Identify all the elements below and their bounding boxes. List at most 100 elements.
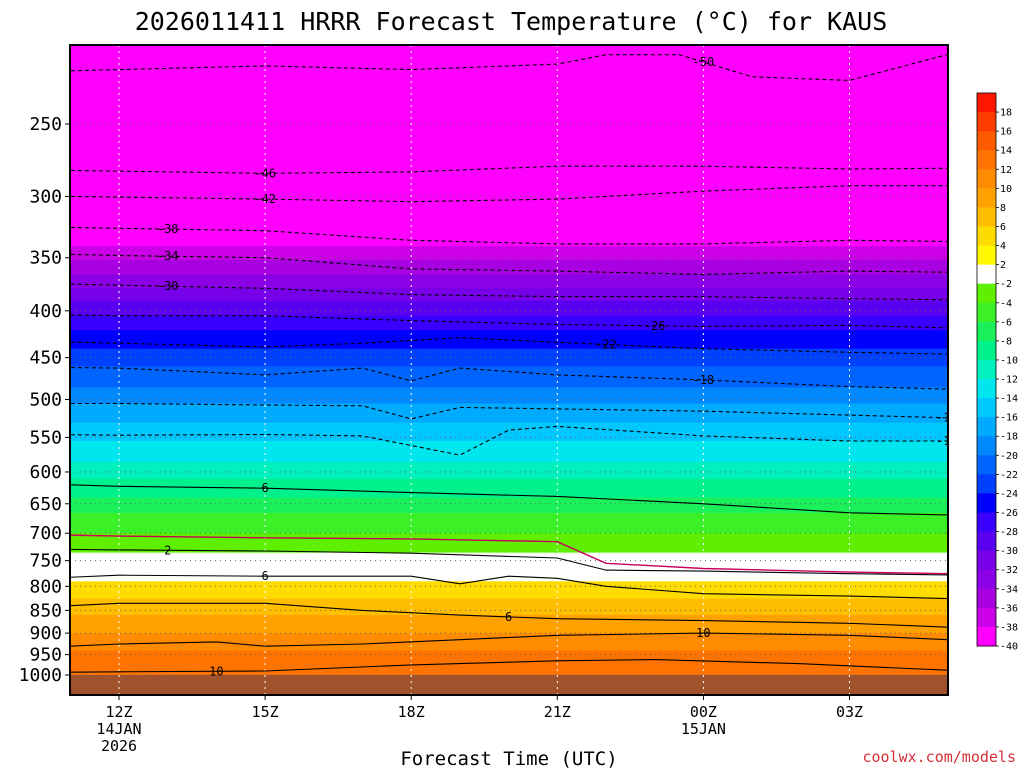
y-tick-label: 800 bbox=[29, 576, 62, 597]
colorbar-tick-label: 14 bbox=[1000, 146, 1012, 157]
colorbar-swatch bbox=[977, 436, 996, 456]
colorbar-tick-label: -4 bbox=[1000, 298, 1012, 309]
contour-lines: -50 -46 -42 -38 -34 -30 -26 -22 -18 -14 -10 6 2 6 6 10 1… bbox=[70, 53, 958, 678]
colorbar-tick-label: -40 bbox=[1000, 642, 1018, 653]
colorbar-swatch bbox=[977, 531, 996, 552]
colorbar-swatch bbox=[977, 398, 996, 418]
contour-line bbox=[70, 632, 948, 647]
colorbar-swatch bbox=[977, 340, 996, 361]
colorbar-tick-label: -20 bbox=[1000, 451, 1018, 462]
colorbar-tick-label: -8 bbox=[1000, 336, 1012, 347]
contour-line bbox=[70, 402, 948, 420]
colorbar-swatch bbox=[977, 417, 996, 437]
y-tick-label: 650 bbox=[29, 494, 62, 515]
colorbar-swatch bbox=[977, 131, 996, 151]
x-tick-label: 15Z bbox=[252, 703, 279, 721]
colorbar-tick-label: -22 bbox=[1000, 470, 1018, 481]
colorbar-tick-label: -28 bbox=[1000, 527, 1018, 538]
y-tick-label: 1000 bbox=[19, 665, 62, 686]
y-tick-label: 250 bbox=[29, 114, 62, 135]
colorbar-swatch bbox=[977, 607, 996, 628]
contour-label: -50 bbox=[693, 55, 715, 69]
contour-label: -34 bbox=[157, 249, 179, 263]
x-tick-label: 00Z bbox=[690, 703, 717, 721]
colorbar-swatch bbox=[977, 550, 996, 571]
contour-line bbox=[70, 366, 948, 390]
colorbar-tick-label: -30 bbox=[1000, 546, 1018, 557]
contour-line bbox=[70, 185, 948, 203]
colorbar-swatch bbox=[977, 493, 996, 514]
contour-label: -10 bbox=[936, 434, 958, 448]
y-tick-label: 550 bbox=[29, 427, 62, 448]
colorbar-tick-label: -14 bbox=[1000, 394, 1018, 405]
colorbar-tick-label: 16 bbox=[1000, 127, 1012, 138]
plot-area: -50 -46 -42 -38 -34 -30 -26 -22 -18 -14 -10 6 2 6 6 10 1… bbox=[69, 44, 958, 696]
contour-label: -38 bbox=[157, 222, 179, 236]
contour-label: -14 bbox=[936, 411, 958, 425]
colorbar-tick-label: 6 bbox=[1000, 222, 1006, 233]
y-tick-label: 950 bbox=[29, 645, 62, 666]
contour-label: -30 bbox=[157, 279, 179, 293]
colorbar-tick-label: -18 bbox=[1000, 432, 1018, 443]
colorbar-tick-label: -36 bbox=[1000, 603, 1018, 614]
colorbar-swatch bbox=[977, 169, 996, 189]
contour-line bbox=[70, 574, 948, 600]
x-tick-label: 18Z bbox=[398, 703, 425, 721]
temperature-fill bbox=[70, 45, 948, 695]
contour-label: 10 bbox=[696, 626, 710, 640]
colorbar-tick-label: -32 bbox=[1000, 565, 1018, 576]
colorbar-tick-label: -38 bbox=[1000, 622, 1018, 633]
plot-frame bbox=[69, 44, 949, 696]
colorbar-swatch bbox=[977, 302, 996, 323]
colorbar-tick-label: 12 bbox=[1000, 165, 1012, 176]
contour-line bbox=[70, 314, 948, 329]
y-tick-label: 700 bbox=[29, 523, 62, 544]
contour-label: -18 bbox=[693, 373, 715, 387]
colorbar-swatch bbox=[977, 93, 996, 113]
colorbar-swatch bbox=[977, 207, 996, 227]
contour-line bbox=[70, 484, 948, 516]
colorbar-tick-label: -16 bbox=[1000, 413, 1018, 424]
contour-line bbox=[70, 548, 948, 576]
y-tick-label: 600 bbox=[29, 462, 62, 483]
x-tick-label: 14JAN bbox=[96, 720, 141, 738]
contour-line bbox=[70, 226, 948, 245]
ground-fill bbox=[70, 675, 948, 695]
colorbar-tick-label: -10 bbox=[1000, 355, 1018, 366]
y-tick-label: 750 bbox=[29, 551, 62, 572]
colorbar-swatch bbox=[977, 283, 996, 304]
contour-label: -22 bbox=[595, 337, 617, 351]
colorbar-swatch bbox=[977, 188, 996, 208]
colorbar-swatch bbox=[977, 264, 996, 285]
colorbar-tick-label: -26 bbox=[1000, 508, 1018, 519]
y-tick-label: 900 bbox=[29, 623, 62, 644]
colorbar-legend: 18 16 14 12 10 8 6 4 2 -2 -4 -6 -8 -10 -12 -14 -16 -18 -20… bbox=[976, 92, 1018, 653]
contour-label: -46 bbox=[254, 166, 276, 180]
contour-line bbox=[70, 425, 948, 456]
colorbar-swatch bbox=[977, 379, 996, 399]
colorbar-tick-label: 8 bbox=[1000, 203, 1006, 214]
colorbar-swatch bbox=[977, 226, 996, 247]
colorbar-swatch bbox=[977, 112, 996, 132]
colorbar-tick-label: 10 bbox=[1000, 184, 1012, 195]
colorbar-swatch bbox=[977, 455, 996, 475]
colorbar-swatch bbox=[977, 588, 996, 609]
colorbar-swatch bbox=[977, 626, 996, 647]
contour-label: 6 bbox=[261, 569, 268, 583]
x-tick-label: 03Z bbox=[836, 703, 863, 721]
colorbar-tick-label: -34 bbox=[1000, 584, 1018, 595]
grid-lines bbox=[70, 45, 948, 695]
contour-line bbox=[70, 602, 948, 628]
y-tick-label: 350 bbox=[29, 248, 62, 269]
chart-title: 2026011411 HRRR Forecast Temperature (°C… bbox=[135, 7, 888, 36]
x-tick-label: 15JAN bbox=[681, 720, 726, 738]
y-tick-label: 450 bbox=[29, 348, 62, 369]
x-tick-label: 2026 bbox=[101, 737, 137, 755]
contour-line bbox=[70, 283, 948, 301]
contour-label: 2 bbox=[164, 543, 171, 557]
colorbar-swatch bbox=[977, 569, 996, 590]
colorbar-tick-label: -24 bbox=[1000, 489, 1018, 500]
contour-label: 6 bbox=[505, 610, 512, 624]
colorbar-swatch bbox=[977, 150, 996, 170]
